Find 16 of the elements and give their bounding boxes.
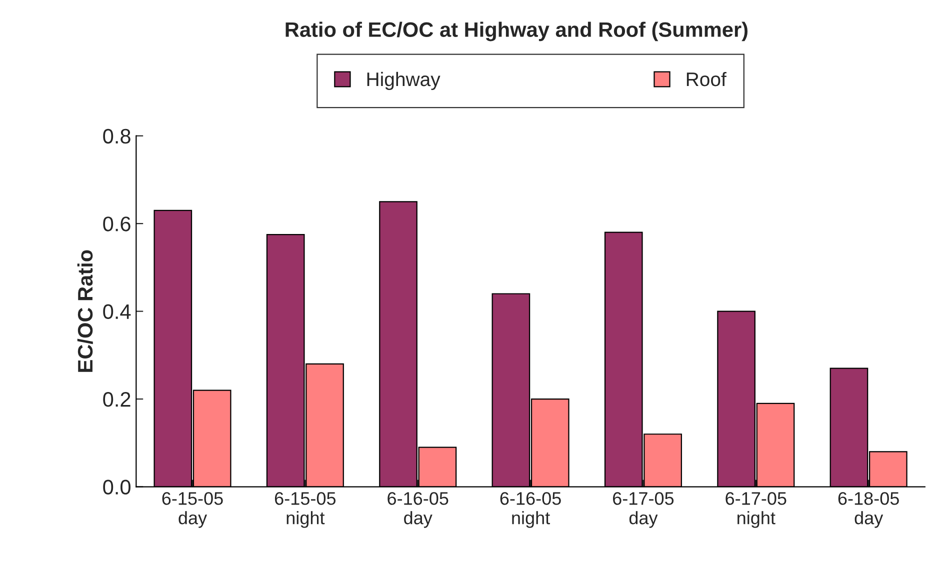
y-tick-label: 0.0 [103,480,130,495]
y-axis-title: EC/OC Ratio [77,250,93,372]
y-tick-label: 0.8 [103,128,130,144]
x-tick-label: 6-17-05 night [726,492,786,528]
y-tick-label: 0.4 [103,304,131,320]
legend-label: Highway [367,72,440,90]
x-tick-label: 6-15-05 day [162,492,223,528]
x-tick-label: 6-16-05 night [500,492,561,528]
x-tick-label: 6-17-05 day [613,492,674,528]
legend-label: Roof [686,72,726,86]
x-tick-label: 6-16-05 day [388,492,448,528]
y-tick-label: 0.6 [103,216,130,232]
x-tick-label: 6-18-05 day [838,492,899,528]
x-tick-label: 6-15-05 night [274,492,336,528]
y-tick-label: 0.2 [103,392,130,407]
chart-title: Ratio of EC/OC at Highway and Roof (Summer) [286,22,748,42]
